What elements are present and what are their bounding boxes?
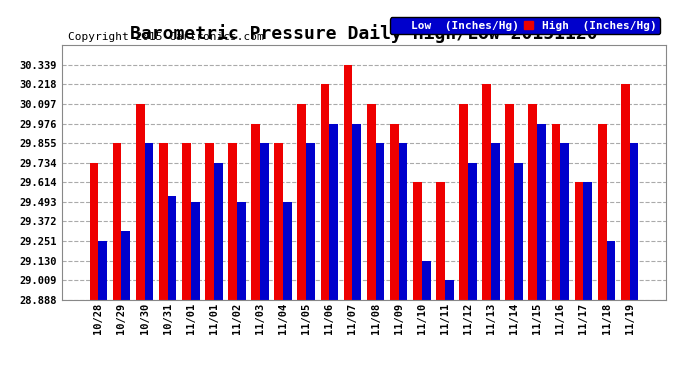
Bar [321,84,329,300]
Bar [260,143,269,300]
Title: Barometric Pressure Daily High/Low 20151120: Barometric Pressure Daily High/Low 20151… [130,24,598,44]
Bar [228,143,237,300]
Bar [630,143,638,300]
Bar [621,84,630,300]
Bar [399,143,407,300]
Bar [436,182,445,300]
Bar [353,123,361,300]
Bar [367,104,375,300]
Bar [144,143,153,300]
Bar [598,123,607,300]
Bar [190,202,199,300]
Bar [607,241,615,300]
Bar [283,202,292,300]
Bar [560,143,569,300]
Bar [251,123,260,300]
Bar [514,163,523,300]
Bar [413,182,422,300]
Bar [297,104,306,300]
Bar [329,123,338,300]
Bar [168,196,177,300]
Bar [237,202,246,300]
Bar [182,143,190,300]
Bar [491,143,500,300]
Bar [90,163,98,300]
Bar [112,143,121,300]
Bar [575,182,584,300]
Bar [214,163,223,300]
Bar [505,104,514,300]
Bar [98,241,107,300]
Bar [584,182,592,300]
Bar [306,143,315,300]
Bar [538,123,546,300]
Bar [529,104,538,300]
Text: Copyright 2015 Cartronics.com: Copyright 2015 Cartronics.com [68,33,264,42]
Bar [482,84,491,300]
Bar [459,104,468,300]
Bar [121,231,130,300]
Bar [136,104,144,300]
Bar [344,64,353,300]
Bar [445,280,453,300]
Bar [422,261,431,300]
Bar [551,123,560,300]
Bar [375,143,384,300]
Bar [205,143,214,300]
Bar [468,163,477,300]
Bar [390,123,399,300]
Bar [159,143,168,300]
Bar [275,143,283,300]
Legend: Low  (Inches/Hg), High  (Inches/Hg): Low (Inches/Hg), High (Inches/Hg) [390,17,660,34]
